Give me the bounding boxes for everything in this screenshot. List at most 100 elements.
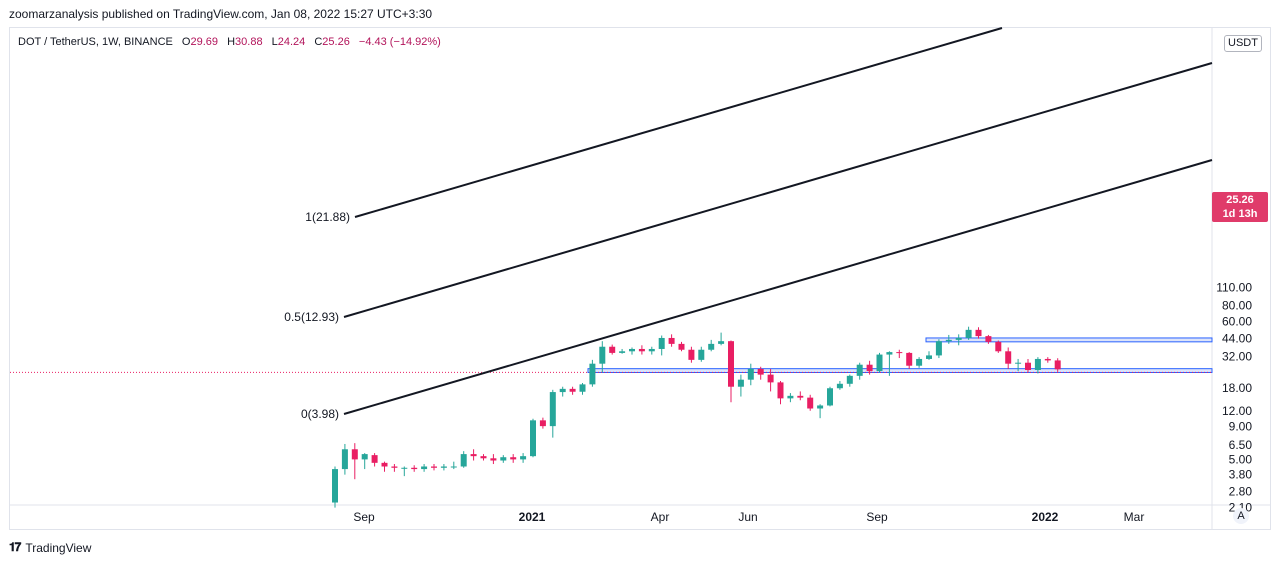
channel-line-2[interactable] [343,62,1213,318]
candle-body[interactable] [678,343,685,350]
candle-body[interactable] [728,341,734,387]
time-tick-label: Sep [866,510,888,524]
candle-body[interactable] [500,457,507,461]
candle-body[interactable] [906,352,913,366]
candle-body[interactable] [470,454,477,457]
candle-body[interactable] [1044,358,1051,361]
candle-body[interactable] [332,469,338,503]
candle-body[interactable] [569,388,576,392]
candle-body[interactable] [817,405,824,409]
open-value: 29.69 [190,36,219,48]
support-zone-1[interactable] [925,337,1213,343]
candle-body[interactable] [510,457,517,460]
candle-body[interactable] [619,351,626,353]
candle-body[interactable] [787,395,794,399]
candle-body[interactable] [539,420,546,427]
candle-body[interactable] [916,358,923,366]
channel-line-1[interactable] [354,27,1003,218]
last-price-badge: 25.26 1d 13h [1212,192,1268,222]
price-tick-label: 3.80 [1229,468,1253,482]
channel-line-3[interactable] [343,159,1213,415]
time-tick-label: Apr [651,510,670,524]
candle-body[interactable] [638,348,645,352]
candle-body[interactable] [480,456,487,459]
candle-body[interactable] [886,352,893,355]
candle-body[interactable] [866,364,873,372]
candle-body[interactable] [599,346,606,364]
candle-body[interactable] [767,374,774,383]
candle-body[interactable] [688,349,695,360]
candle-body[interactable] [421,466,428,470]
price-tick-label: 80.00 [1222,298,1252,312]
candle-body[interactable] [411,467,418,470]
candle-body[interactable] [708,343,715,350]
footer-brand[interactable]: 𝟏𝟕 TradingView [9,540,91,555]
candle-body[interactable] [361,454,368,460]
candle-body[interactable] [440,466,447,468]
candle-body[interactable] [965,329,972,338]
candle-body[interactable] [975,329,982,337]
candle-body[interactable] [401,467,408,469]
candle-body[interactable] [490,458,497,461]
candle-body[interactable] [836,383,843,389]
price-tick-label: 9.00 [1229,420,1253,434]
candle-body[interactable] [935,341,942,356]
candle-body[interactable] [955,337,962,340]
candle-body[interactable] [1034,358,1041,370]
candle-body[interactable] [827,388,833,406]
candle-body[interactable] [391,466,398,468]
candle-body[interactable] [460,454,467,467]
candle-body[interactable] [737,379,744,387]
publish-line: zoomarzanalysis published on TradingView… [9,7,433,21]
last-price: 25.26 [1226,194,1254,206]
candle-body[interactable] [757,368,764,375]
candle-body[interactable] [371,455,378,463]
candle-body[interactable] [1054,360,1061,370]
candle-body[interactable] [559,388,566,393]
candle-body[interactable] [945,339,952,342]
high-value: 30.88 [235,36,263,48]
candle-body[interactable] [658,337,665,349]
candle-body[interactable] [856,364,863,376]
candle-body[interactable] [797,395,804,398]
candle-body[interactable] [579,384,586,392]
candle-body[interactable] [718,341,725,344]
auto-scale-button[interactable]: A [1233,508,1249,524]
price-tick-label: 12.00 [1222,404,1252,418]
candle-body[interactable] [876,354,883,372]
close-label: C [314,36,323,48]
time-tick-label: Mar [1124,510,1145,524]
candle-body[interactable] [629,348,635,352]
candle-body[interactable] [985,336,992,342]
candle-body[interactable] [1015,362,1022,364]
price-tick-label: 32.00 [1222,349,1252,363]
candle-body[interactable] [381,462,388,467]
candle-body[interactable] [520,456,527,460]
brand-name: TradingView [25,540,92,555]
candle-body[interactable] [648,348,655,352]
candle-body[interactable] [530,420,536,457]
candle-body[interactable] [995,341,1002,352]
candle-body[interactable] [747,368,754,380]
candle-body[interactable] [1005,351,1012,364]
candle-body[interactable] [1025,362,1031,370]
candle-body[interactable] [926,355,932,359]
price-tick-label: 18.00 [1222,381,1252,395]
candle-body[interactable] [549,392,556,427]
candle-body[interactable] [896,352,903,354]
candle-body[interactable] [351,449,358,460]
candle-body[interactable] [341,449,348,470]
currency-unit-button[interactable]: USDT [1224,35,1262,52]
symbol-name[interactable]: DOT / TetherUS, 1W, BINANCE [18,36,173,48]
candle-body[interactable] [450,466,457,468]
candle-body[interactable] [777,382,784,399]
candle-body[interactable] [698,349,705,360]
candle-body[interactable] [431,466,437,468]
candle-body[interactable] [846,375,853,384]
candle-body[interactable] [609,346,616,353]
support-zone-2[interactable] [587,368,1213,373]
candle-body[interactable] [589,363,596,385]
candle-body[interactable] [668,337,675,344]
candle-body[interactable] [807,397,814,409]
